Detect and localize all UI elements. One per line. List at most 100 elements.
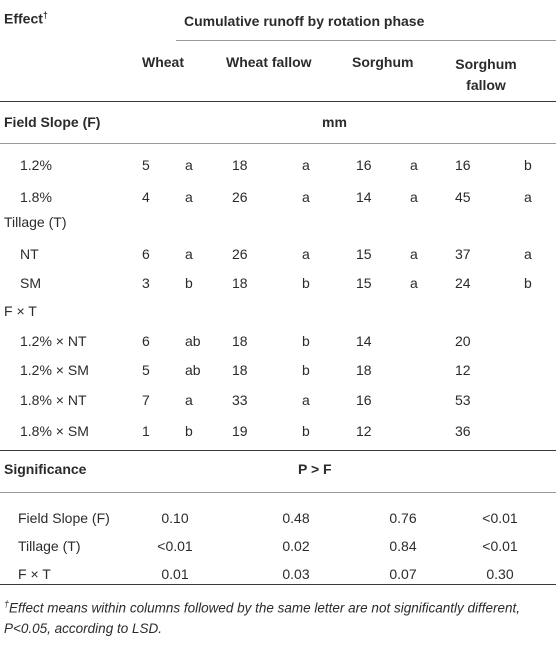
sig-cell-wf: 0.02 xyxy=(282,538,310,554)
sig-cell-sf: <0.01 xyxy=(482,538,518,554)
cell-w: 5 xyxy=(142,157,150,173)
cell-wfl: a xyxy=(302,246,310,262)
cell-wl: b xyxy=(185,423,193,439)
effect-footnote-marker: † xyxy=(42,10,48,20)
bottom-rule xyxy=(0,584,556,585)
section-significance: Significance xyxy=(4,461,87,477)
cell-wf: 33 xyxy=(232,392,248,408)
cell-s: 18 xyxy=(356,362,372,378)
section-unit-pf: P > F xyxy=(298,461,332,477)
cell-sf: 37 xyxy=(455,246,471,262)
cell-sfl: b xyxy=(524,275,532,291)
cell-sl: a xyxy=(410,246,418,262)
cell-sf: 12 xyxy=(455,362,471,378)
cell-s: 16 xyxy=(356,392,372,408)
sig-cell-wf: 0.48 xyxy=(282,510,310,526)
row-label: 1.8% × SM xyxy=(20,423,89,439)
sig-cell-w: 0.01 xyxy=(161,566,189,582)
row-label: 1.8% × NT xyxy=(20,392,87,408)
row-label: 1.2% × SM xyxy=(20,362,89,378)
cell-wf: 26 xyxy=(232,189,248,205)
group-underline xyxy=(176,40,556,41)
cell-wfl: b xyxy=(302,333,310,349)
cell-w: 5 xyxy=(142,362,150,378)
col-header-sorghum: Sorghum xyxy=(352,54,414,70)
sig-cell-wf: 0.03 xyxy=(282,566,310,582)
cell-wf: 26 xyxy=(232,246,248,262)
col-header-sorghum-fallow: Sorghum fallow xyxy=(446,54,526,96)
footnote: †Effect means within columns followed by… xyxy=(4,594,552,639)
row-label: NT xyxy=(20,246,39,262)
sig-row-label: Field Slope (F) xyxy=(18,510,110,526)
sig-row-label: Tillage (T) xyxy=(18,538,81,554)
cell-s: 14 xyxy=(356,189,372,205)
cell-s: 15 xyxy=(356,275,372,291)
cell-wf: 18 xyxy=(232,362,248,378)
cell-s: 14 xyxy=(356,333,372,349)
row-label: 1.2% xyxy=(20,157,52,173)
cell-wl: a xyxy=(185,189,193,205)
section-rule xyxy=(0,143,556,144)
sig-cell-w: 0.10 xyxy=(161,510,189,526)
row-label: 1.8% xyxy=(20,189,52,205)
col-header-wheat-fallow: Wheat fallow xyxy=(226,54,312,70)
sig-cell-w: <0.01 xyxy=(157,538,193,554)
cell-sl: a xyxy=(410,157,418,173)
effect-header-label: Effect xyxy=(4,10,43,27)
cell-wf: 18 xyxy=(232,157,248,173)
cell-wl: ab xyxy=(185,362,201,378)
cell-wl: a xyxy=(185,246,193,262)
cell-wfl: a xyxy=(302,392,310,408)
cell-s: 15 xyxy=(356,246,372,262)
cell-sf: 53 xyxy=(455,392,471,408)
section-field-slope: Field Slope (F) xyxy=(4,114,101,130)
sig-cell-s: 0.07 xyxy=(389,566,417,582)
cell-sf: 45 xyxy=(455,189,471,205)
cell-sf: 16 xyxy=(455,157,471,173)
footnote-marker: † xyxy=(4,599,10,609)
row-label: F × T xyxy=(4,303,37,319)
cell-w: 7 xyxy=(142,392,150,408)
cell-sfl: b xyxy=(524,157,532,173)
sig-cell-sf: 0.30 xyxy=(486,566,514,582)
sig-top-rule xyxy=(0,450,556,451)
header-rule xyxy=(0,101,556,102)
cell-sfl: a xyxy=(524,246,532,262)
cell-wf: 18 xyxy=(232,333,248,349)
sig-cell-s: 0.76 xyxy=(389,510,417,526)
row-label: 1.2% × NT xyxy=(20,333,87,349)
cell-w: 1 xyxy=(142,423,150,439)
cell-w: 3 xyxy=(142,275,150,291)
cell-wfl: a xyxy=(302,157,310,173)
cell-sl: a xyxy=(410,275,418,291)
footnote-text: Effect means within columns followed by … xyxy=(4,600,521,636)
cell-s: 16 xyxy=(356,157,372,173)
cell-w: 6 xyxy=(142,246,150,262)
cell-sfl: a xyxy=(524,189,532,205)
sig-rule xyxy=(0,492,556,493)
col-header-sorghum-fallow-line1: Sorghum xyxy=(455,56,517,72)
sig-row-label: F × T xyxy=(18,566,51,582)
cell-sl: a xyxy=(410,189,418,205)
group-title: Cumulative runoff by rotation phase xyxy=(184,13,425,29)
cell-sf: 36 xyxy=(455,423,471,439)
cell-wl: b xyxy=(185,275,193,291)
sig-cell-sf: <0.01 xyxy=(482,510,518,526)
cell-wfl: b xyxy=(302,275,310,291)
cell-wfl: a xyxy=(302,189,310,205)
cell-wl: ab xyxy=(185,333,201,349)
cell-w: 4 xyxy=(142,189,150,205)
col-header-sorghum-fallow-line2: fallow xyxy=(466,77,506,93)
row-label: Tillage (T) xyxy=(4,214,67,230)
cell-w: 6 xyxy=(142,333,150,349)
cell-wfl: b xyxy=(302,362,310,378)
effect-header: Effect† xyxy=(4,10,48,27)
cell-wf: 18 xyxy=(232,275,248,291)
cell-wfl: b xyxy=(302,423,310,439)
sig-cell-s: 0.84 xyxy=(389,538,417,554)
cell-s: 12 xyxy=(356,423,372,439)
row-label: SM xyxy=(20,275,41,291)
cell-wl: a xyxy=(185,392,193,408)
cell-wl: a xyxy=(185,157,193,173)
cell-sf: 20 xyxy=(455,333,471,349)
